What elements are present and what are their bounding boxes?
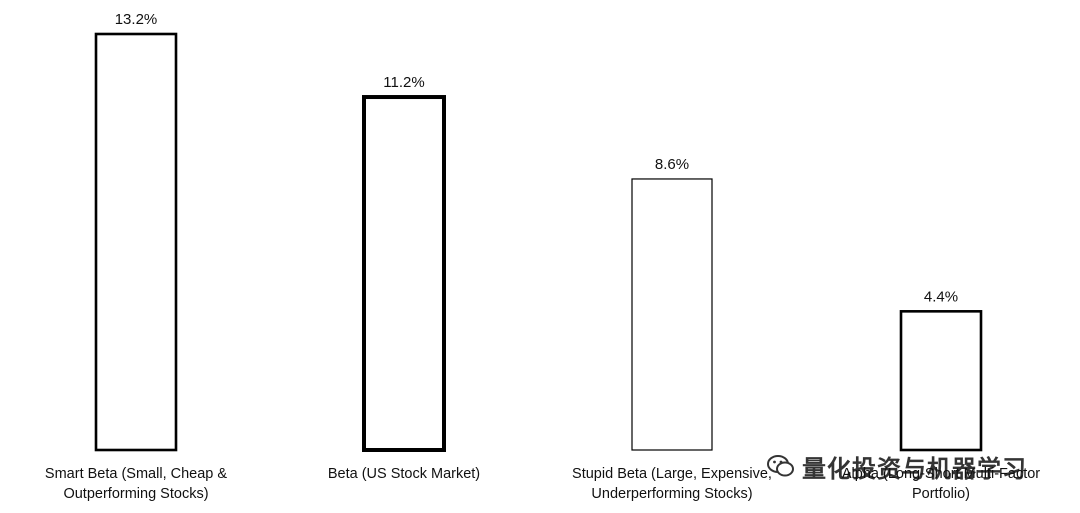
bar-2 [362,95,446,452]
category-label-line: Underperforming Stocks) [591,486,752,502]
value-label-1: 13.2% [115,11,158,28]
category-label-3: Stupid Beta (Large, Expensive, Underperfo… [572,466,772,502]
value-labels-layer: 13.2% 11.2% 8.6% 4.4% [115,11,958,305]
category-label-line: Outperforming Stocks) [63,486,208,502]
category-labels-layer: Smart Beta (Small, Cheap & Outperforming … [45,466,1040,502]
value-label-4: 4.4% [924,288,958,305]
bar-4 [899,310,983,452]
category-label-line: Beta (US Stock Market) [328,466,480,482]
category-label-4: Alpha (Long-Short Multi-Factor Portfolio) [842,466,1040,502]
bar-3 [631,178,713,451]
watermark: 量化投资与机器学习 [766,446,1027,486]
watermark-text: 量化投资与机器学习 [802,454,1027,483]
bar-1 [94,32,178,452]
value-label-3: 8.6% [655,156,689,173]
wechat-icon [767,455,794,477]
category-label-line: Stupid Beta (Large, Expensive, [572,466,772,482]
value-label-2: 11.2% [383,74,424,91]
bars-layer [94,32,983,452]
category-label-line: Portfolio) [912,486,970,502]
category-label-line: Alpha (Long-Short Multi-Factor [842,466,1040,482]
category-label-2: Beta (US Stock Market) [328,466,480,482]
category-label-1: Smart Beta (Small, Cheap & Outperforming … [45,466,227,502]
category-label-line: Smart Beta (Small, Cheap & [45,466,227,482]
